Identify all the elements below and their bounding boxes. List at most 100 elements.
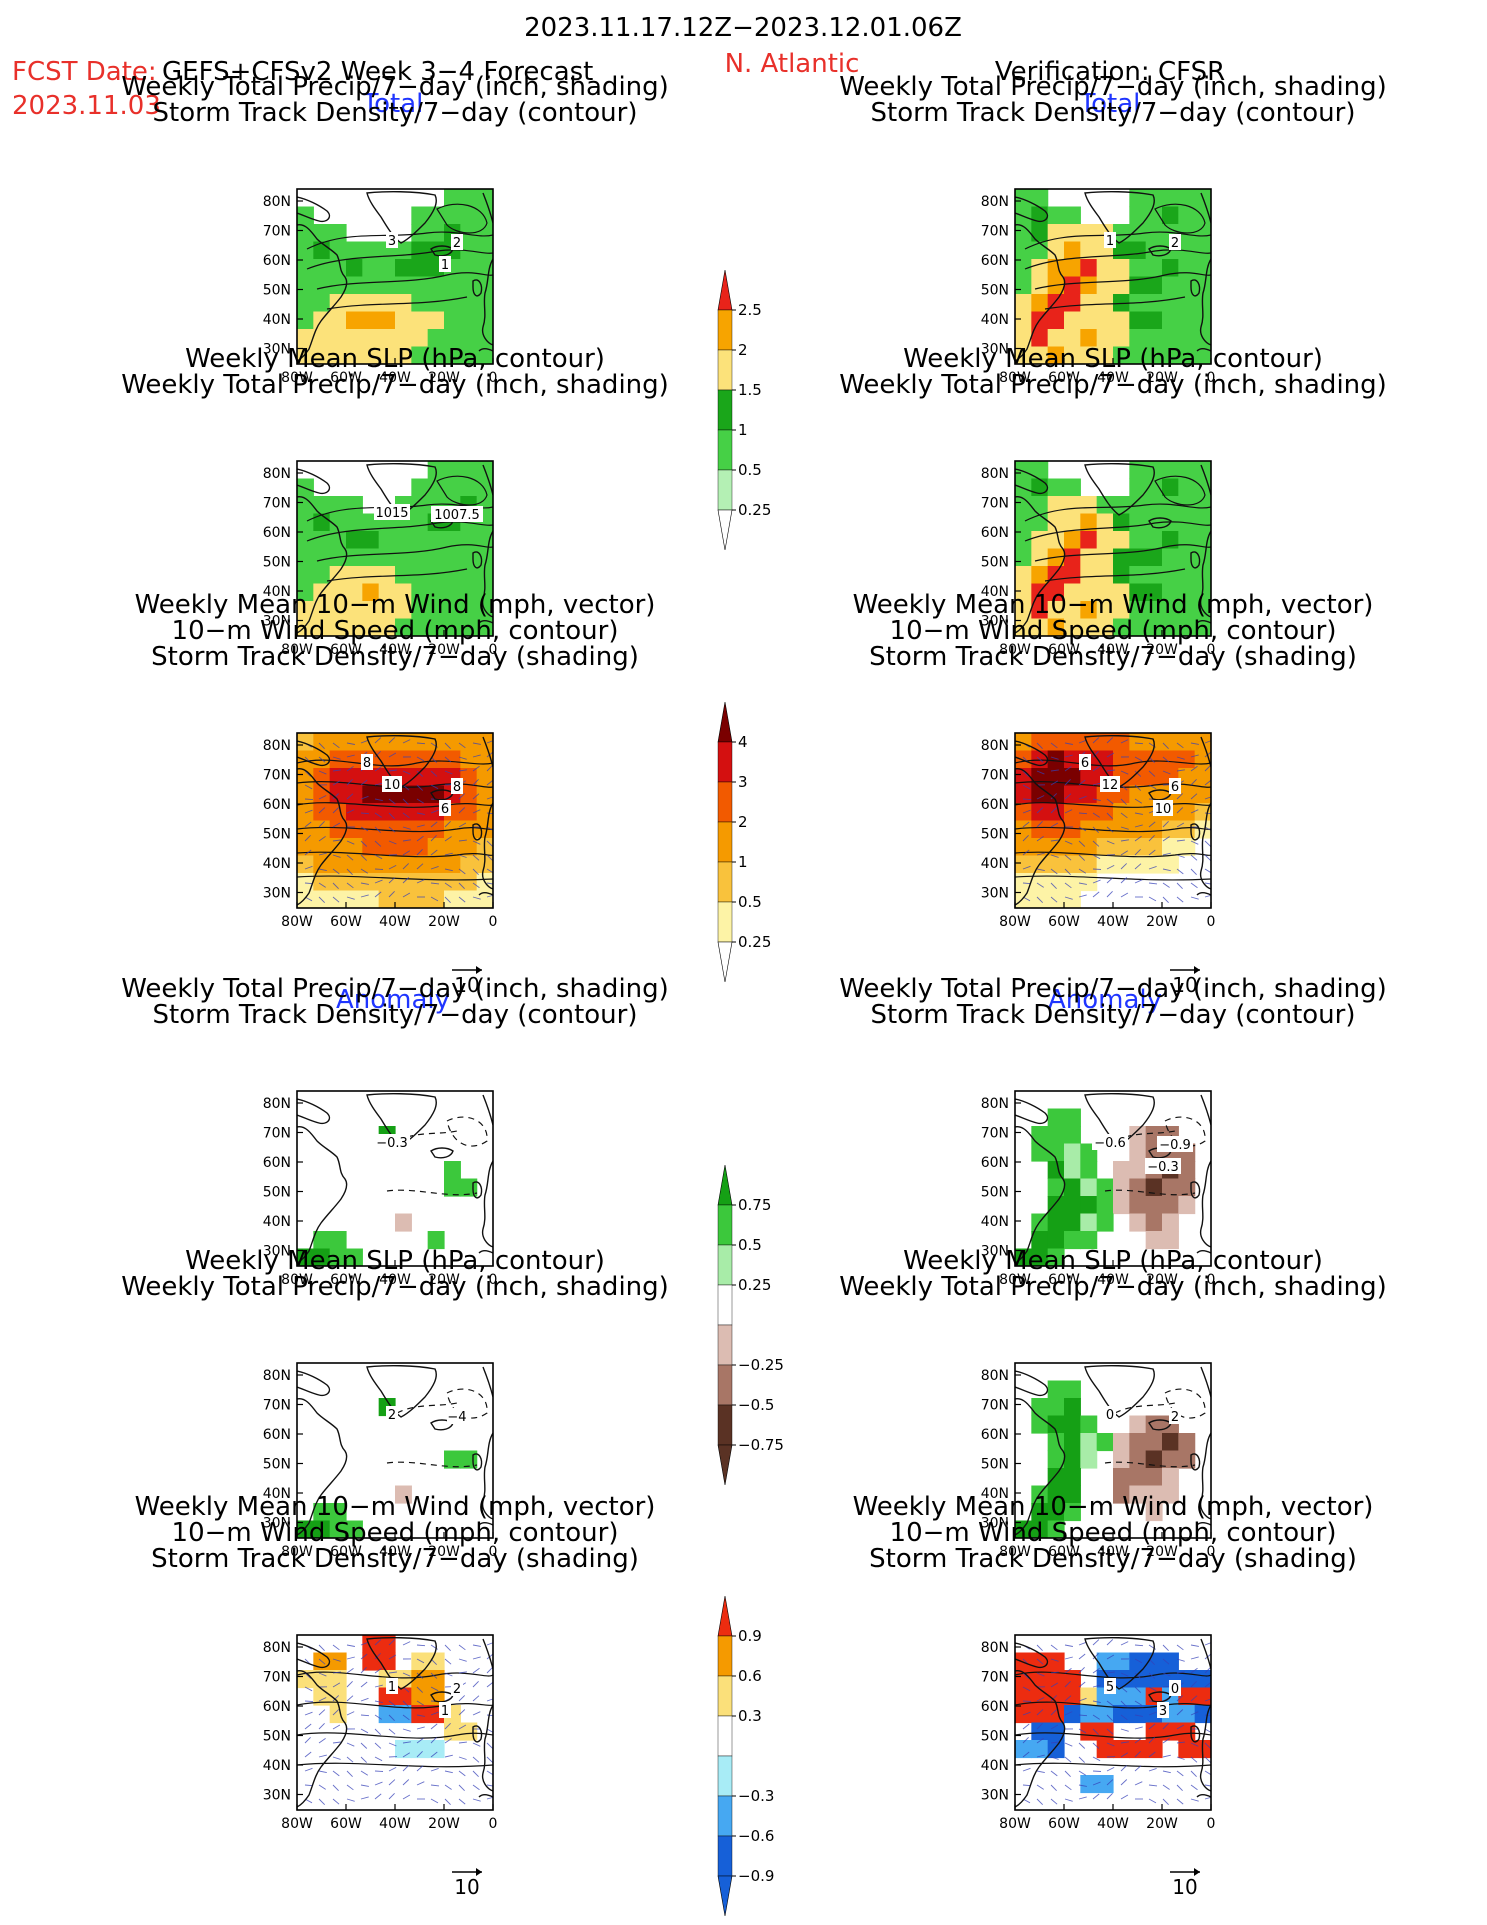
lat-tick-label: 30N [263,342,291,358]
lat-tick-label: 80N [981,466,1009,482]
lon-tick-label: 40W [379,1272,411,1288]
coastlines [297,190,493,362]
colorbar-track-total: 4 3 2 1 0.5 0.25 [717,701,771,983]
reference-vectors: 10 10 10 10 [452,966,1200,1899]
lat-tick-label: 40N [263,1758,291,1774]
lon-tick-label: 80W [999,914,1031,930]
lon-tick-label: 60W [330,370,362,386]
lon-tick-label: 60W [1048,370,1080,386]
lon-tick-label: 40W [1097,642,1129,658]
colorbar-label: −0.25 [738,1356,784,1374]
colorbar-label: 0.3 [738,1707,762,1725]
colorbar-label: −0.9 [738,1867,774,1885]
lat-tick-label: 60N [981,525,1009,541]
lat-tick-label: 80N [981,738,1009,754]
lat-tick-label: 50N [981,1185,1009,1201]
reference-vector-p6L: 10 [452,1868,482,1899]
contour-line [1114,1402,1176,1414]
colorbar-label: 0.5 [738,893,762,911]
contour-label: 10 [384,778,401,793]
lat-tick-label: 50N [263,283,291,299]
lat-tick-label: 60N [263,797,291,813]
fcst-date-label: FCST Date: [12,57,157,87]
contour-label: 2 [388,1408,396,1423]
contour-label: 1015 [375,506,408,521]
colorbar-label: −0.75 [738,1436,784,1454]
section-anomaly-left: Anomaly [336,985,450,1015]
lon-tick-label: 40W [379,1816,411,1832]
panel-title-line: Weekly Mean SLP (hPa, contour) [903,344,1323,374]
map-field [297,733,493,908]
panel-title-line: Weekly Total Precip/7−day (inch, shading… [121,1272,669,1302]
colorbar-precip-total: 2.5 2 1.5 1 0.5 0.25 [717,269,771,551]
reference-vector-label: 10 [454,973,479,997]
reference-vector-p3L: 10 [452,966,482,997]
contour-line [316,544,493,562]
wind-vectors [304,1639,493,1806]
lon-tick-label: 0 [489,1544,498,1560]
lat-tick-label: 30N [981,342,1009,358]
lon-tick-label: 80W [281,914,313,930]
colorbar-label: 0.9 [738,1627,762,1645]
contour-label: 3 [1159,1704,1167,1719]
lon-tick-label: 80W [281,1272,313,1288]
coastlines [297,1092,493,1264]
lat-tick-label: 80N [981,1096,1009,1112]
coastlines [1015,1364,1211,1536]
panel-title-line: Weekly Mean 10−m Wind (mph, vector) [135,590,656,620]
contour-line [1015,759,1211,767]
lat-tick-label: 30N [981,1516,1009,1532]
colorbar-label: 0.25 [738,501,771,519]
colorbar-label: −0.6 [738,1827,774,1845]
lat-tick-label: 50N [981,1729,1009,1745]
colorbar-label: 0.5 [738,461,762,479]
colorbars: 2.5 2 1.5 1 0.5 0.25 4 3 2 1 0.5 0.25 0.75 0.5 0.25 −0.… [717,269,784,1917]
lat-tick-label: 30N [263,1244,291,1260]
contour-line [1015,851,1211,858]
lon-tick-label: 20W [1146,914,1178,930]
lon-tick-label: 60W [330,1816,362,1832]
lat-tick-label: 80N [263,466,291,482]
lon-tick-label: 20W [1146,370,1178,386]
contour-line [1034,544,1211,562]
contour-label: 6 [441,802,449,817]
colorbar-label: 0.5 [738,1236,762,1254]
colorbar-label: 0.6 [738,1667,762,1685]
lat-tick-label: 40N [981,312,1009,328]
lon-tick-label: 0 [1207,642,1216,658]
map-panel-p1L: Weekly Total Precip/7−day (inch, shading… [121,72,669,386]
lat-tick-label: 30N [263,1516,291,1532]
contour-label: 1 [441,1704,449,1719]
panel-title-line: Storm Track Density/7−day (contour) [153,1000,638,1030]
panel-title-line: Storm Track Density/7−day (contour) [871,1000,1356,1030]
panel-title-line: Weekly Mean SLP (hPa, contour) [185,344,605,374]
lon-tick-label: 0 [489,914,498,930]
section-total-right: Total [1079,89,1141,119]
contour-line [1024,503,1211,522]
contour-label: 5 [1106,1680,1114,1695]
lat-tick-label: 70N [981,1670,1009,1686]
map-field [297,1635,493,1810]
lat-tick-label: 70N [263,1126,291,1142]
lat-tick-label: 40N [263,584,291,600]
lat-tick-label: 30N [981,614,1009,630]
lat-tick-label: 50N [981,283,1009,299]
lat-tick-label: 80N [263,1640,291,1656]
lat-tick-label: 30N [981,886,1009,902]
map-panel-p5R: Weekly Mean SLP (hPa, contour)Weekly Tot… [839,1246,1387,1560]
contour-label: 1 [388,1680,396,1695]
lat-tick-label: 30N [981,1244,1009,1260]
lon-tick-label: 40W [1097,1816,1129,1832]
reference-vector-label: 10 [1172,973,1197,997]
panel-title-line: Weekly Total Precip/7−day (inch, shading… [839,370,1387,400]
contour-label: 3 [388,234,396,249]
contour-line [297,826,493,833]
colorbar-label: 0.25 [738,1276,771,1294]
lat-tick-label: 80N [981,1368,1009,1384]
contour-label: 8 [363,756,371,771]
lat-tick-label: 30N [263,1788,291,1804]
contour-line [297,1762,493,1768]
lat-tick-label: 50N [263,1729,291,1745]
lon-tick-label: 40W [379,1544,411,1560]
colorbar-label: 2 [738,813,748,831]
